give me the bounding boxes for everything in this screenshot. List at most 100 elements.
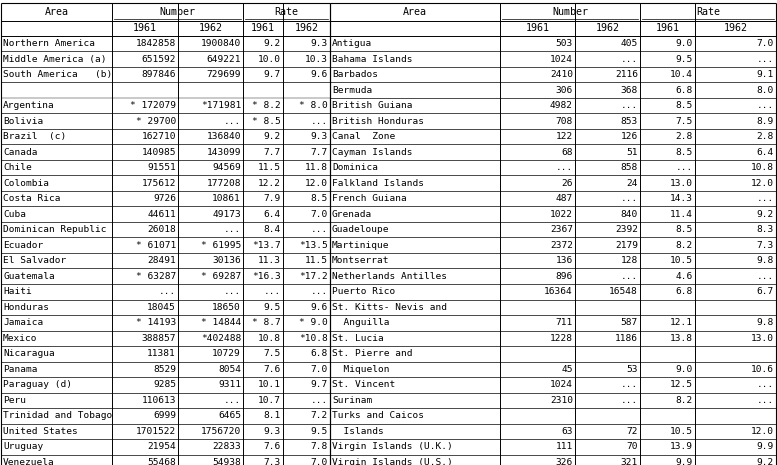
Text: 26: 26 <box>562 179 573 188</box>
Text: ...: ... <box>224 117 241 126</box>
Text: 9285: 9285 <box>153 380 176 389</box>
Text: 2.8: 2.8 <box>676 132 693 141</box>
Text: ...: ... <box>224 396 241 405</box>
Text: 14.3: 14.3 <box>670 194 693 203</box>
Text: Puerto Rico: Puerto Rico <box>332 287 395 296</box>
Text: ...: ... <box>621 272 638 281</box>
Text: 18045: 18045 <box>148 303 176 312</box>
Text: 111: 111 <box>556 442 573 451</box>
Text: 1962: 1962 <box>595 24 619 33</box>
Text: St. Pierre and: St. Pierre and <box>332 349 413 358</box>
Text: 7.0: 7.0 <box>757 39 774 48</box>
Text: Jamaica: Jamaica <box>3 318 44 327</box>
Text: Virgin Islands (U.K.): Virgin Islands (U.K.) <box>332 442 453 451</box>
Text: ...: ... <box>757 194 774 203</box>
Text: * 69287: * 69287 <box>200 272 241 281</box>
Text: *16.3: *16.3 <box>253 272 281 281</box>
Text: ...: ... <box>757 396 774 405</box>
Text: * 8.5: * 8.5 <box>253 117 281 126</box>
Text: 12.0: 12.0 <box>305 179 328 188</box>
Text: 9.7: 9.7 <box>311 380 328 389</box>
Text: 8.2: 8.2 <box>676 396 693 405</box>
Text: 487: 487 <box>556 194 573 203</box>
Text: Montserrat: Montserrat <box>332 256 389 265</box>
Text: ...: ... <box>224 287 241 296</box>
Text: 11.3: 11.3 <box>258 256 281 265</box>
Text: 9.2: 9.2 <box>757 210 774 219</box>
Text: 8.4: 8.4 <box>263 225 281 234</box>
Text: 63: 63 <box>562 427 573 436</box>
Text: 30136: 30136 <box>212 256 241 265</box>
Text: Mexico: Mexico <box>3 334 37 343</box>
Text: *171981: *171981 <box>200 101 241 110</box>
Text: Islands: Islands <box>332 427 384 436</box>
Text: ...: ... <box>224 225 241 234</box>
Text: 8.5: 8.5 <box>676 101 693 110</box>
Text: 4982: 4982 <box>550 101 573 110</box>
Text: 177208: 177208 <box>207 179 241 188</box>
Text: 8054: 8054 <box>218 365 241 374</box>
Text: 1024: 1024 <box>550 55 573 64</box>
Text: 9.0: 9.0 <box>676 365 693 374</box>
Text: United States: United States <box>3 427 78 436</box>
Text: Virgin Islands (U.S.): Virgin Islands (U.S.) <box>332 458 453 465</box>
Text: 1900840: 1900840 <box>200 39 241 48</box>
Text: 1961: 1961 <box>656 24 680 33</box>
Text: 11.8: 11.8 <box>305 163 328 172</box>
Text: Canal  Zone: Canal Zone <box>332 132 395 141</box>
Text: 2410: 2410 <box>550 70 573 79</box>
Text: 7.7: 7.7 <box>263 148 281 157</box>
Text: 9.7: 9.7 <box>263 70 281 79</box>
Text: 649221: 649221 <box>207 55 241 64</box>
Text: 21954: 21954 <box>148 442 176 451</box>
Text: 326: 326 <box>556 458 573 465</box>
Text: 55468: 55468 <box>148 458 176 465</box>
Text: ...: ... <box>757 380 774 389</box>
Text: 388857: 388857 <box>141 334 176 343</box>
Text: 10861: 10861 <box>212 194 241 203</box>
Text: 1228: 1228 <box>550 334 573 343</box>
Text: 1701522: 1701522 <box>136 427 176 436</box>
Text: 8529: 8529 <box>153 365 176 374</box>
Text: 2179: 2179 <box>615 241 638 250</box>
Text: 7.5: 7.5 <box>263 349 281 358</box>
Text: 8.1: 8.1 <box>263 411 281 420</box>
Text: 110613: 110613 <box>141 396 176 405</box>
Text: Antigua: Antigua <box>332 39 372 48</box>
Text: 10.7: 10.7 <box>258 396 281 405</box>
Text: Area: Area <box>403 7 427 17</box>
Text: ...: ... <box>757 272 774 281</box>
Text: Chile: Chile <box>3 163 32 172</box>
Text: 7.2: 7.2 <box>311 411 328 420</box>
Text: 858: 858 <box>621 163 638 172</box>
Text: ...: ... <box>311 396 328 405</box>
Text: 897846: 897846 <box>141 70 176 79</box>
Text: * 8.0: * 8.0 <box>299 101 328 110</box>
Text: Dominica: Dominica <box>332 163 378 172</box>
Text: Falkland Islands: Falkland Islands <box>332 179 424 188</box>
Text: Netherlands Antilles: Netherlands Antilles <box>332 272 447 281</box>
Text: 7.0: 7.0 <box>311 210 328 219</box>
Text: 9.6: 9.6 <box>311 70 328 79</box>
Text: 9.8: 9.8 <box>757 318 774 327</box>
Text: ...: ... <box>159 287 176 296</box>
Text: Uruguay: Uruguay <box>3 442 44 451</box>
Text: 9.2: 9.2 <box>263 132 281 141</box>
Text: Bermuda: Bermuda <box>332 86 372 95</box>
Text: 405: 405 <box>621 39 638 48</box>
Text: 91551: 91551 <box>148 163 176 172</box>
Text: 10.1: 10.1 <box>258 380 281 389</box>
Text: ...: ... <box>621 396 638 405</box>
Text: 16548: 16548 <box>609 287 638 296</box>
Text: 126: 126 <box>621 132 638 141</box>
Text: * 61995: * 61995 <box>200 241 241 250</box>
Text: 368: 368 <box>621 86 638 95</box>
Text: 9.9: 9.9 <box>676 458 693 465</box>
Text: 2372: 2372 <box>550 241 573 250</box>
Text: 8.9: 8.9 <box>757 117 774 126</box>
Text: ...: ... <box>621 194 638 203</box>
Text: Guadeloupe: Guadeloupe <box>332 225 389 234</box>
Text: Bolivia: Bolivia <box>3 117 44 126</box>
Text: Venezuela: Venezuela <box>3 458 54 465</box>
Text: 2310: 2310 <box>550 396 573 405</box>
